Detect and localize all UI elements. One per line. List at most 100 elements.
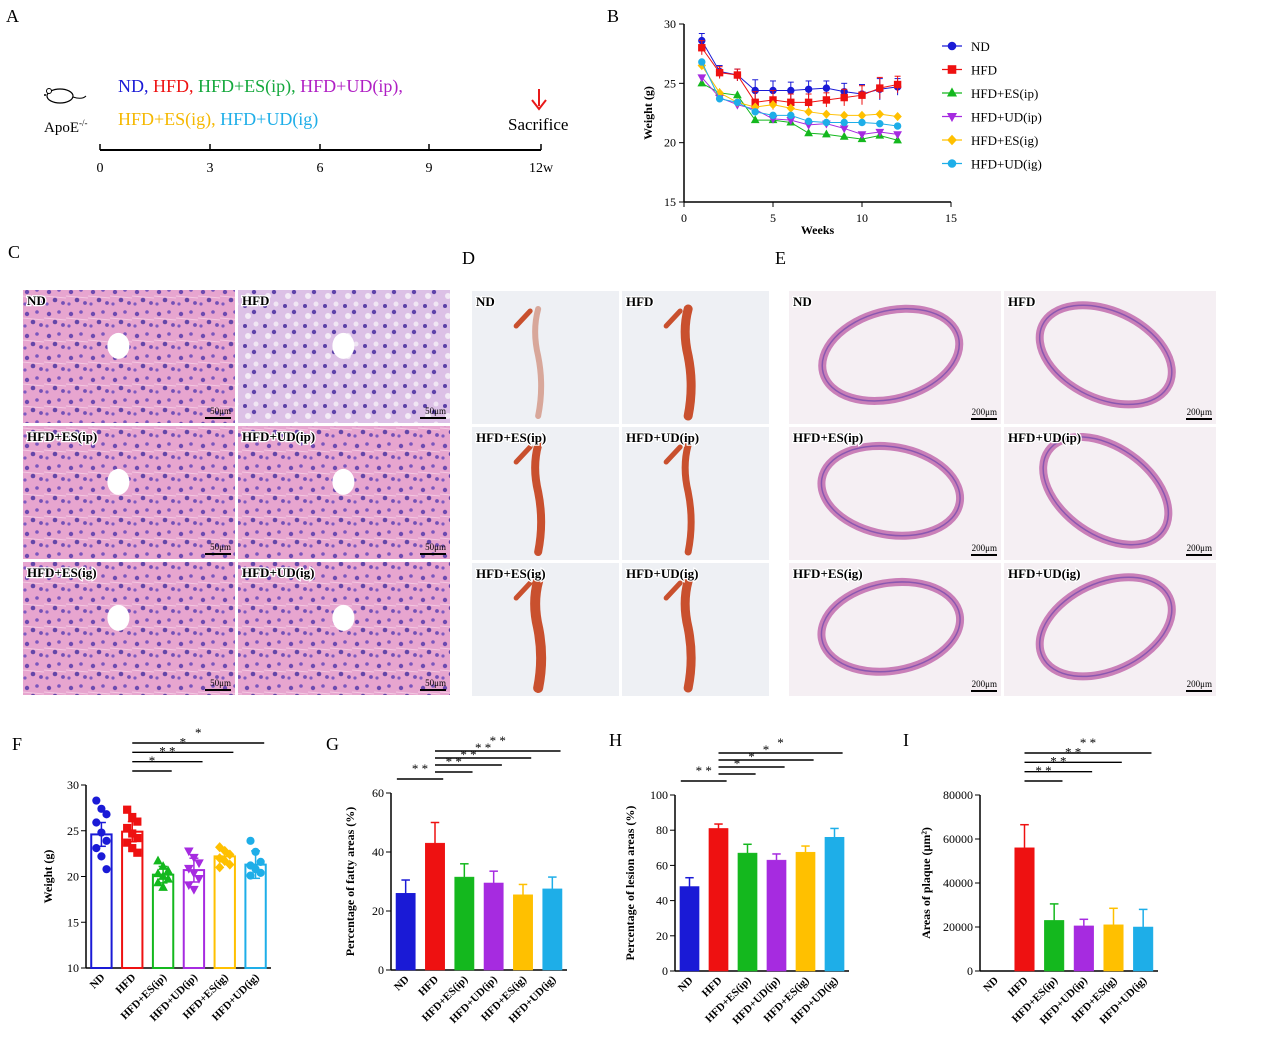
x-tick-label: 15: [945, 211, 957, 225]
image-label: HFD: [1008, 294, 1035, 309]
tissue-image: [23, 290, 235, 423]
image-cell-3: HFD+UD(ip)HFD+UD(ip)50μm: [238, 426, 450, 559]
scale-bar-label: 50μm: [210, 406, 231, 416]
vessel-wall-edge: [820, 445, 961, 537]
y-tick-label: 30: [67, 778, 79, 792]
y-axis-label: Weight (g): [641, 86, 655, 140]
central-vein: [332, 604, 355, 631]
x-tick-label: HFD: [113, 972, 138, 997]
marker-diamond: [875, 109, 884, 119]
central-vein: [107, 332, 130, 359]
significance-label: * *: [159, 744, 175, 759]
scale-bar-label: 50μm: [210, 542, 231, 552]
marker-triangle-up: [946, 87, 958, 97]
aorta-vessel: [681, 441, 695, 556]
marker-triangle-up: [822, 129, 831, 138]
panel-label-h: H: [609, 730, 622, 750]
marker-square: [133, 833, 142, 843]
marker-square: [715, 68, 724, 77]
bar: [483, 882, 504, 971]
image-label-halo: HFD+ES(ig): [27, 565, 97, 580]
group-name-0-0: ND: [118, 76, 144, 96]
y-tick-label: 80000: [943, 788, 973, 802]
marker-circle: [251, 847, 260, 856]
marker-circle: [715, 95, 724, 103]
image-label: HFD+ES(ig): [27, 565, 97, 580]
significance-label: * *: [1035, 763, 1051, 778]
marker-circle: [804, 117, 813, 126]
vessel-wall-edge: [1038, 304, 1173, 406]
marker-circle: [92, 818, 101, 827]
marker-triangle-up: [750, 115, 760, 124]
y-tick-label: 0: [967, 964, 973, 978]
sacrifice-label: Sacrifice: [508, 115, 568, 134]
marker-circle: [751, 108, 759, 116]
bar: [1133, 926, 1154, 972]
y-tick-label: 0: [662, 964, 668, 978]
image-label: HFD+ES(ip): [793, 430, 863, 445]
marker-circle: [92, 796, 101, 805]
image-label: HFD+UD(ip): [1008, 430, 1081, 445]
marker-circle: [804, 85, 813, 93]
y-tick-label: 40: [656, 894, 668, 908]
marker-circle: [102, 865, 111, 874]
y-tick-label: 80: [656, 823, 668, 837]
image-label-halo: HFD+UD(ip): [242, 429, 315, 444]
marker-triangle-up: [163, 873, 173, 883]
x-axis-label: Weeks: [801, 223, 835, 237]
marker-diamond: [840, 110, 849, 120]
marker-square: [128, 844, 137, 853]
vessel-wall-edge: [820, 581, 961, 673]
image-cell-3: HFD+UD(ip)HFD+UD(ip): [622, 427, 769, 560]
group-name-0-2: HFD: [153, 76, 189, 96]
fatty-area-bar-chart: 0 20 40 60 Percentage of fatty areas (%) ND HF…: [343, 733, 567, 1026]
timeline-tick-label: 0: [97, 161, 104, 176]
aortic-root-image-grid: NDND200μmHFDHFD200μmHFD+ES(ip)HFD+ES(ip)…: [789, 291, 1216, 696]
image-label-halo: HFD: [1008, 294, 1035, 309]
aorta-branch: [663, 308, 683, 329]
series-line-2: [701, 82, 898, 141]
image-label-halo: HFD+UD(ig): [242, 565, 314, 580]
image-cell-4: HFD+ES(ig)HFD+ES(ig)50μm: [23, 562, 235, 695]
mouse-label: ApoE-/-: [44, 118, 88, 136]
y-tick-label: 20: [664, 136, 676, 150]
sacrifice-arrow: [531, 89, 547, 111]
scale-bar-label: 50μm: [210, 678, 231, 688]
bar: [679, 886, 700, 972]
image-label-halo: HFD+ES(ip): [793, 430, 863, 445]
marker-square: [893, 80, 902, 89]
marker-triangle-up: [158, 882, 168, 891]
marker-square: [133, 817, 142, 826]
image-cell-2: HFD+ES(ip)HFD+ES(ip)200μm: [789, 427, 1001, 560]
bar: [795, 851, 816, 972]
bar: [737, 852, 758, 972]
scale-bar-label: 200μm: [972, 679, 997, 689]
marker-triangle-down: [893, 131, 902, 140]
marker-diamond: [822, 109, 831, 119]
image-label: HFD+UD(ig): [242, 565, 314, 580]
significance-label: *: [734, 756, 741, 771]
panel-label-i: I: [903, 730, 909, 750]
marker-diamond: [893, 111, 902, 122]
timeline-axis: 0 3 6 9 12w: [97, 144, 554, 176]
vessel-wall-edge: [1038, 576, 1173, 678]
y-tick-label: 60000: [943, 832, 973, 846]
y-tick-label: 15: [67, 915, 79, 929]
y-tick-label: 40: [372, 845, 384, 859]
group-name-1-2: HFD+UD(ig): [220, 109, 318, 130]
series-line-3: [701, 77, 898, 135]
group-name-0-4: HFD+ES(ip): [198, 76, 291, 97]
marker-square: [123, 805, 132, 814]
marker-diamond: [947, 134, 957, 146]
marker-circle: [97, 828, 106, 837]
aorta-photo: [472, 563, 619, 696]
bar: [824, 836, 845, 972]
scale-bar-label: 200μm: [1187, 407, 1212, 417]
marker-square: [133, 848, 142, 857]
marker-triangle-down: [189, 869, 199, 879]
marker-triangle-down: [189, 853, 199, 863]
group-name-1-1: ,: [211, 109, 220, 129]
